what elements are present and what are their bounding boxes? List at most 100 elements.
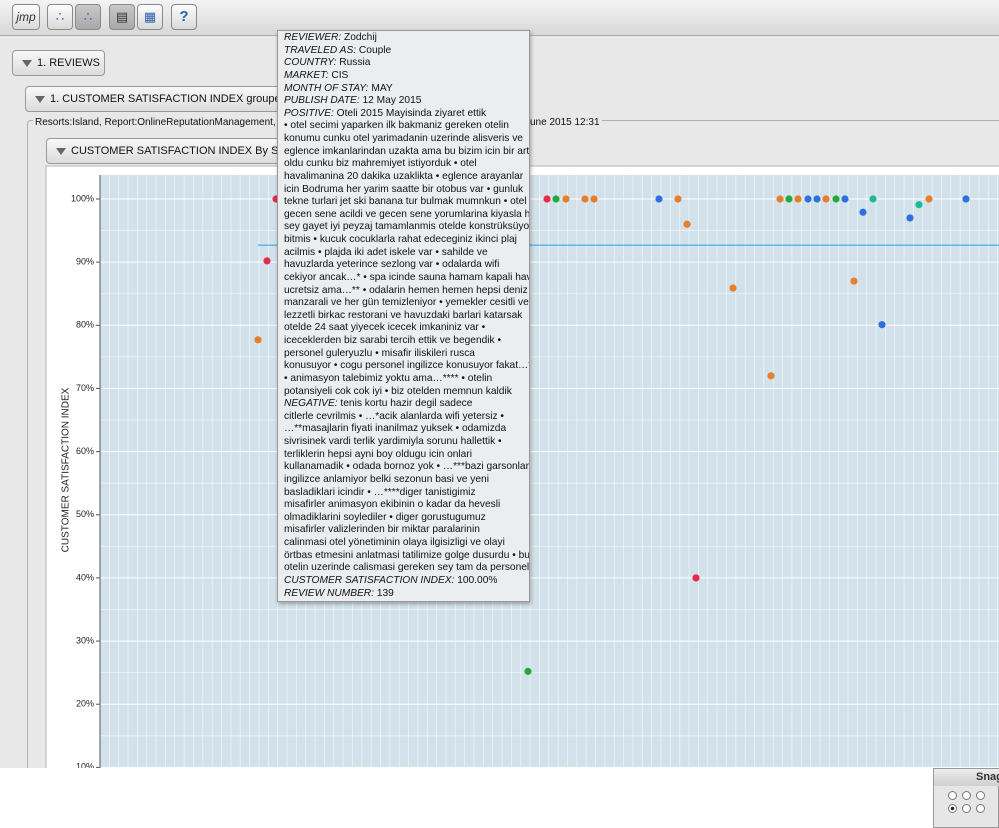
outline-reviews[interactable]: 1. REVIEWS [12,50,105,76]
field-label: PUBLISH DATE: [284,95,360,107]
field-text: misafirler valizlerinden bir miktar para… [284,524,480,536]
field-text: CIS [328,69,349,81]
tooltip-line: calinmasi otel yönetiminin olaya ilgisiz… [284,537,529,550]
radio[interactable] [962,804,971,813]
field-text: misafirler animasyon ekibinin o kadar da… [284,499,501,511]
toolbar-button[interactable]: ▤ [109,4,135,30]
tooltip: REVIEWER: Zodchij TRAVELED AS: Couple COUN… [277,30,530,602]
tooltip-line: basladiklari icindir • …****diger tanist… [284,487,529,500]
point [524,667,532,675]
field-text: MAY [368,82,393,94]
tooltip-line: havalimanina 20 dakika uzaklikta • eglen… [284,171,529,184]
y-tick-label: 80% [76,320,94,330]
snag-title: Snag [934,769,999,786]
tooltip-line: TRAVELED AS: Couple [284,45,529,58]
toolbar-button[interactable]: ▦ [137,4,163,30]
field-text: terliklerin hepsi ayni boy oldugu icin o… [284,448,473,460]
point [906,214,914,222]
point [794,195,802,203]
point [841,195,849,203]
field-text: icin Bodruma her yarim saatte bir otobus… [284,183,524,195]
tooltip-line: REVIEW NUMBER: 139 [284,588,529,601]
tooltip-line: …**masajlarin fiyati inanilmaz yuksek • … [284,423,529,436]
tooltip-line: otelin uzerinde calismasi gereken sey ta… [284,562,529,575]
point [925,195,933,203]
outline-grouped[interactable]: 1. CUSTOMER SATISFACTION INDEX grouped b… [25,86,285,112]
field-text: ucretsiz ama…** • odalarin hemen hemen h… [284,284,528,296]
field-text: • animasyon talebimiz yoktu ama…**** • o… [284,372,493,384]
toolbar-button[interactable]: ∴ [75,4,101,30]
toolbar-button[interactable]: ∴ [47,4,73,30]
point [804,195,812,203]
radio[interactable] [976,804,985,813]
field-text: ingilizce anlamiyor belki sezonun basi v… [284,473,489,485]
field-text: lezzetli birkac restorani ve havuzdaki b… [284,309,523,321]
tooltip-line: sey gayet iyi peyzaj tamamlanmis otelde … [284,221,529,234]
field-text: cekiyor ancak…* • spa icinde sauna hamam… [284,271,530,283]
y-tick-label: 100% [71,193,94,203]
point [683,220,691,228]
point [767,372,775,380]
radio[interactable] [962,791,971,800]
jmp-logo[interactable]: jmp [12,4,40,30]
field-text: Couple [356,44,392,56]
field-text: …**masajlarin fiyati inanilmaz yuksek • … [284,423,507,435]
tooltip-line: citlerle cevrilmis • …*acik alanlarda wi… [284,411,529,424]
tooltip-line: konusuyor • cogu personel ingilizce konu… [284,360,529,373]
radio[interactable] [948,791,957,800]
point [655,195,663,203]
tooltip-line: olmadiklarini soylediler • diger gorustu… [284,512,529,525]
field-text: tekne turlari jet ski banana tur bulmak … [284,196,527,208]
tooltip-line: otelde 24 saat yiyecek icecek imkaniniz … [284,322,529,335]
y-tick-label: 30% [76,635,94,645]
field-text: Russia [336,57,371,69]
field-label: NEGATIVE: [284,398,338,410]
point [850,277,858,285]
jmp-window: jmp ∴ ∴ ▤ ▦ ? 1. REVIEWS 1. CUSTOMER SAT… [0,0,999,768]
tooltip-line: terliklerin hepsi ayni boy oldugu icin o… [284,449,529,462]
y-tick-label: 70% [76,383,94,393]
point [962,195,970,203]
field-text: sey gayet iyi peyzaj tamamlanmis otelde … [284,221,530,233]
y-tick-label: 90% [76,257,94,267]
y-tick-label: 10% [76,762,94,768]
help-button[interactable]: ? [171,4,197,30]
radio[interactable] [948,804,957,813]
point [562,195,570,203]
tooltip-line: gecen sene acildi ve gecen sene yorumlar… [284,209,529,222]
filter-text: une 2015 12:31 [528,117,602,128]
field-text: Oteli 2015 Mayisinda ziyaret ettik [333,107,487,119]
radio[interactable] [976,791,985,800]
tooltip-line: manzarali ve her gün temizleniyor • yeme… [284,297,529,310]
field-text: havalimanina 20 dakika uzaklikta • eglen… [284,170,524,182]
tooltip-line: eglence imkanlarindan uzakta ama bu bizi… [284,146,529,159]
field-text: manzarali ve her gün temizleniyor • yeme… [284,297,529,309]
field-text: olmadiklarini soylediler • diger gorustu… [284,511,486,523]
tooltip-line: • animasyon talebimiz yoktu ama…**** • o… [284,373,529,386]
field-label: MARKET: [284,69,329,81]
tooltip-line: POSITIVE: Oteli 2015 Mayisinda ziyaret e… [284,108,529,121]
field-label: REVIEWER: [284,32,342,43]
field-label: REVIEW NUMBER: [284,587,374,599]
tooltip-line: PUBLISH DATE: 12 May 2015 [284,95,529,108]
field-text: kullanamadik • odada bornoz yok • …***ba… [284,461,529,473]
tooltip-line: lezzetli birkac restorani ve havuzdaki b… [284,310,529,323]
field-text: gecen sene acildi ve gecen sene yorumlar… [284,208,530,220]
tooltip-line: MONTH OF STAY: MAY [284,83,529,96]
point [832,195,840,203]
tooltip-line: ingilizce anlamiyor belki sezonun basi v… [284,474,529,487]
field-text: citlerle cevrilmis • …*acik alanlarda wi… [284,410,504,422]
point [263,257,271,265]
tooltip-line: personel guleryuzlu • misafir iliskileri… [284,348,529,361]
tooltip-line: MARKET: CIS [284,70,529,83]
tooltip-line: havuzlarda yeterince sezlong var • odala… [284,259,529,272]
point [822,195,830,203]
point [254,336,262,344]
tooltip-line: icin Bodruma her yarim saatte bir otobus… [284,184,529,197]
field-label: POSITIVE: [284,107,334,119]
field-label: MONTH OF STAY: [284,82,369,94]
field-text: konusuyor • cogu personel ingilizce konu… [284,360,530,372]
outline-by-source[interactable]: CUSTOMER SATISFACTION INDEX By SOURC [46,138,286,164]
field-label: CUSTOMER SATISFACTION INDEX: [284,574,455,586]
tooltip-line: oldu cunku biz mahremiyet istiyorduk • o… [284,158,529,171]
